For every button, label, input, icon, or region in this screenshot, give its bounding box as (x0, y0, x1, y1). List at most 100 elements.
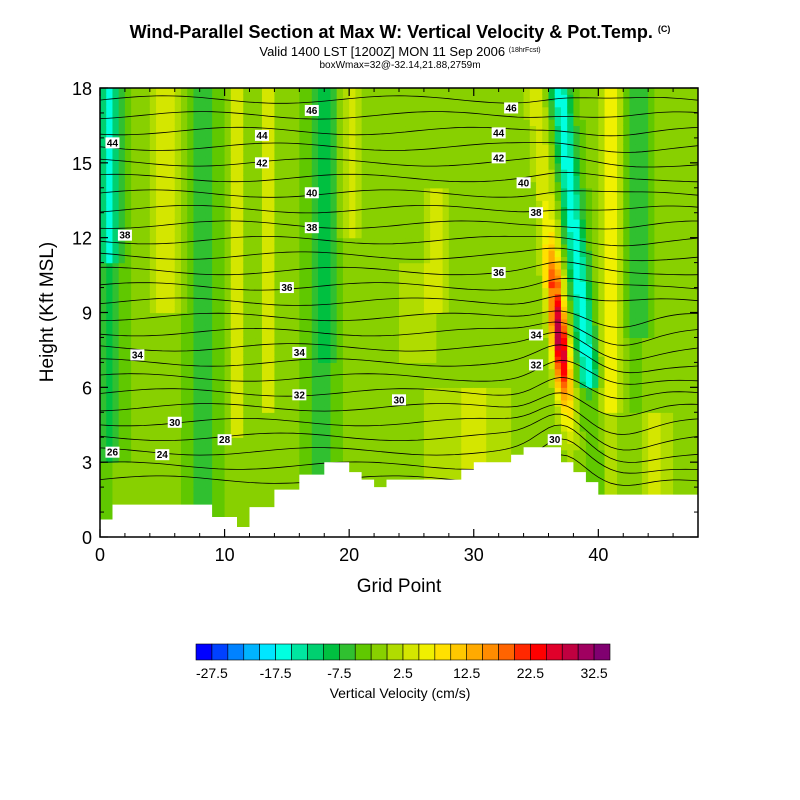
velocity-cell (218, 499, 226, 507)
velocity-cell (479, 125, 487, 133)
velocity-cell (237, 312, 244, 320)
velocity-cell (448, 468, 456, 476)
velocity-cell (461, 162, 469, 170)
velocity-cell (174, 406, 182, 413)
velocity-cell (361, 468, 369, 476)
velocity-cell (517, 150, 525, 158)
velocity-cell (286, 306, 294, 314)
velocity-cell (498, 399, 506, 407)
velocity-cell (380, 250, 388, 257)
velocity-cell (305, 200, 313, 208)
velocity-cell (137, 306, 145, 314)
velocity-cell (212, 94, 219, 102)
velocity-cell (168, 287, 176, 295)
velocity-cell (430, 430, 437, 438)
velocity-cell (342, 349, 350, 357)
velocity-cell (268, 337, 276, 345)
velocity-cell (187, 312, 195, 320)
velocity-cell (187, 399, 195, 407)
velocity-cell (205, 100, 213, 108)
velocity-cell (274, 206, 282, 214)
velocity-cell (249, 343, 257, 351)
velocity-cell (399, 281, 406, 289)
velocity-cell (374, 468, 381, 476)
velocity-cell (162, 424, 170, 432)
velocity-cell (461, 306, 469, 314)
velocity-cell (137, 455, 145, 463)
velocity-cell (386, 137, 394, 145)
velocity-cell (430, 424, 437, 432)
velocity-cell (467, 462, 475, 470)
velocity-cell (112, 487, 120, 494)
velocity-cell (212, 493, 219, 501)
velocity-cell (199, 194, 207, 201)
velocity-cell (511, 162, 518, 170)
velocity-cell (100, 194, 107, 201)
velocity-cell (367, 212, 375, 220)
velocity-cell (311, 162, 319, 170)
velocity-cell (442, 462, 450, 470)
velocity-cell (349, 88, 356, 95)
velocity-cell (517, 250, 525, 257)
velocity-cell (305, 368, 313, 376)
velocity-cell (511, 187, 518, 195)
velocity-cell (330, 449, 338, 457)
velocity-cell (504, 243, 512, 251)
velocity-cell (436, 331, 444, 339)
velocity-cell (479, 362, 487, 370)
velocity-cell (374, 275, 381, 282)
velocity-cell (230, 218, 238, 226)
velocity-cell (374, 374, 381, 382)
velocity-cell (112, 437, 120, 445)
velocity-cell (430, 112, 437, 120)
velocity-cell (479, 381, 487, 388)
velocity-cell (100, 231, 107, 239)
velocity-cell (392, 368, 400, 376)
velocity-cell (355, 156, 363, 164)
velocity-cell (106, 250, 114, 257)
velocity-cell (318, 455, 325, 463)
velocity-cell (430, 243, 437, 251)
velocity-cell (249, 106, 257, 114)
velocity-cell (324, 293, 332, 301)
velocity-cell (511, 206, 518, 214)
velocity-cell (367, 293, 375, 301)
velocity-cell (174, 243, 182, 251)
velocity-cell (187, 343, 195, 351)
velocity-cell (193, 424, 201, 432)
velocity-cell (511, 331, 518, 339)
velocity-cell (156, 318, 163, 326)
velocity-cell (380, 356, 388, 363)
velocity-cell (442, 368, 450, 376)
velocity-cell (261, 430, 269, 438)
velocity-cell (212, 106, 219, 114)
velocity-cell (367, 88, 375, 95)
velocity-cell (199, 318, 207, 326)
velocity-cell (529, 430, 537, 438)
velocity-cell (249, 293, 257, 301)
velocity-cell (517, 237, 525, 245)
velocity-cell (131, 406, 138, 413)
velocity-cell (100, 399, 107, 407)
velocity-cell (230, 381, 238, 388)
velocity-cell (143, 418, 151, 426)
velocity-cell (405, 449, 413, 457)
velocity-cell (504, 218, 512, 226)
velocity-cell (417, 268, 425, 276)
velocity-cell (274, 88, 282, 95)
velocity-cell (417, 306, 425, 314)
velocity-cell (293, 449, 300, 457)
velocity-cell (274, 343, 282, 351)
velocity-cell (479, 243, 487, 251)
velocity-cell (504, 331, 512, 339)
velocity-cell (442, 424, 450, 432)
velocity-cell (237, 175, 244, 183)
velocity-cell (268, 88, 276, 95)
velocity-cell (380, 156, 388, 164)
velocity-cell (461, 412, 469, 420)
velocity-cell (349, 462, 356, 470)
velocity-cell (336, 293, 344, 301)
velocity-cell (286, 430, 294, 438)
velocity-cell (386, 212, 394, 220)
velocity-cell (392, 131, 400, 139)
